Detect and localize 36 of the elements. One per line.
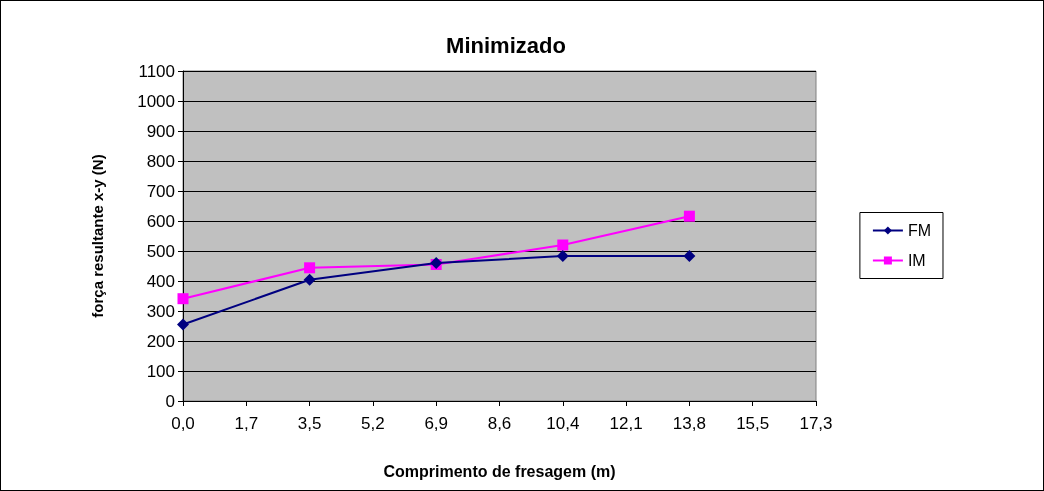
x-tick-label: 1,7	[234, 414, 259, 433]
point	[683, 250, 696, 263]
x-tick-label: 12,1	[609, 414, 643, 433]
x-tick-label: 10,4	[546, 414, 580, 433]
y-tick-label: 0	[165, 391, 175, 411]
x-tick-label: 13,8	[672, 414, 706, 433]
y-tick-label: 100	[146, 361, 175, 381]
y-tick-label: 800	[146, 151, 175, 171]
point	[177, 293, 189, 305]
y-tick-label: 400	[146, 271, 175, 291]
y-axis-title: força resultante x-y (N)	[89, 154, 106, 318]
y-tick-label: 900	[146, 121, 175, 141]
chart-title: Minimizado	[446, 32, 566, 58]
y-tick-label: 1000	[137, 91, 175, 111]
point	[556, 250, 569, 263]
legend-label: IM	[907, 252, 926, 269]
x-tick-label: 8,6	[487, 414, 512, 433]
x-axis-title: Comprimento de fresagem (m)	[383, 462, 616, 480]
x-tick-label: 3,5	[297, 414, 322, 433]
point	[303, 273, 316, 286]
point	[683, 210, 695, 222]
x-tick-label: 5,2	[361, 414, 385, 433]
x-tick-label: 17,3	[799, 414, 833, 433]
x-tick-label: 15,5	[736, 414, 770, 433]
y-tick-label: 500	[146, 241, 175, 261]
point	[177, 318, 189, 331]
point	[304, 262, 316, 274]
y-tick-label: 600	[146, 211, 175, 231]
x-tick-label: 6,9	[424, 414, 449, 433]
y-tick-label: 1100	[138, 61, 175, 81]
x-tick-label: 0,0	[171, 414, 195, 433]
y-tick-label: 300	[146, 301, 175, 321]
legend-label: FM	[907, 222, 932, 239]
y-tick-label: 200	[146, 331, 175, 351]
y-tick-label: 700	[146, 181, 175, 201]
point	[557, 239, 569, 251]
